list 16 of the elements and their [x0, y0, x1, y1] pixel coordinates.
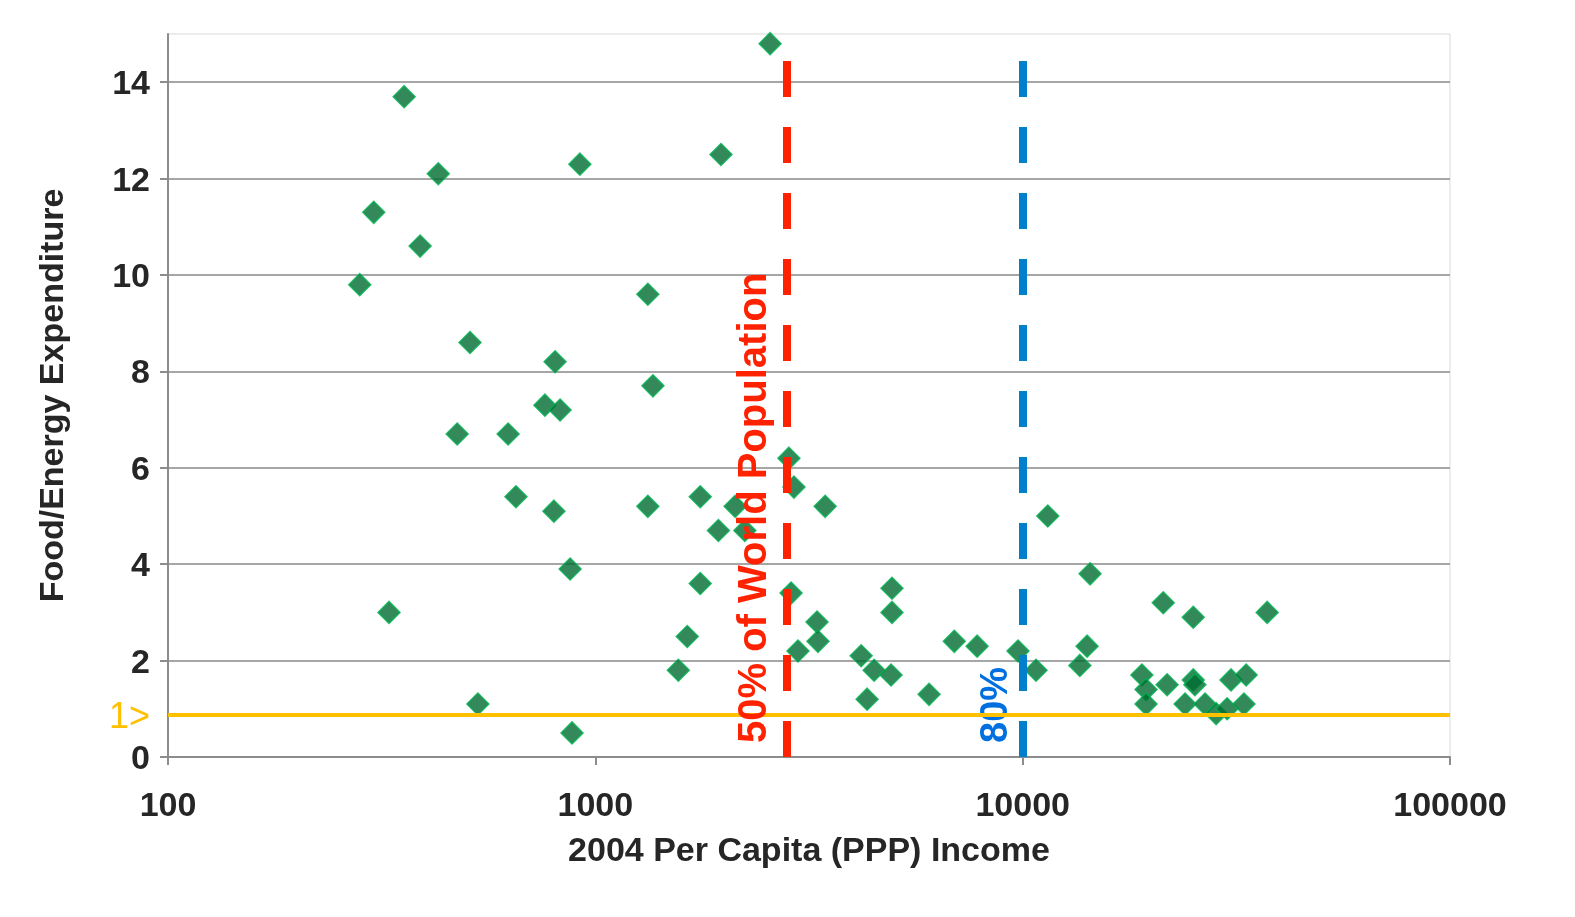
y-tick-label: 8 — [131, 352, 150, 391]
x-tick-label: 100 — [139, 785, 197, 823]
y-tick-label: 2 — [131, 641, 150, 680]
ref-line-label: 50% of World Population — [730, 272, 775, 743]
y-tick-label: 12 — [112, 159, 150, 198]
x-axis-title: 2004 Per Capita (PPP) Income — [568, 830, 1050, 868]
y-axis-title: Food/Energy Expenditure — [32, 188, 70, 603]
x-tick-label: 10000 — [975, 785, 1070, 823]
y-tick-label: 0 — [131, 738, 150, 776]
x-tick-label: 100000 — [1393, 785, 1507, 823]
y-tick-label: 4 — [131, 545, 151, 584]
y-tick-label: 14 — [112, 63, 151, 102]
y-tick-label: 6 — [131, 448, 150, 487]
ref-line-label: 1> — [108, 694, 150, 736]
y-tick-label: 10 — [112, 256, 150, 294]
x-tick-label: 1000 — [557, 785, 634, 823]
